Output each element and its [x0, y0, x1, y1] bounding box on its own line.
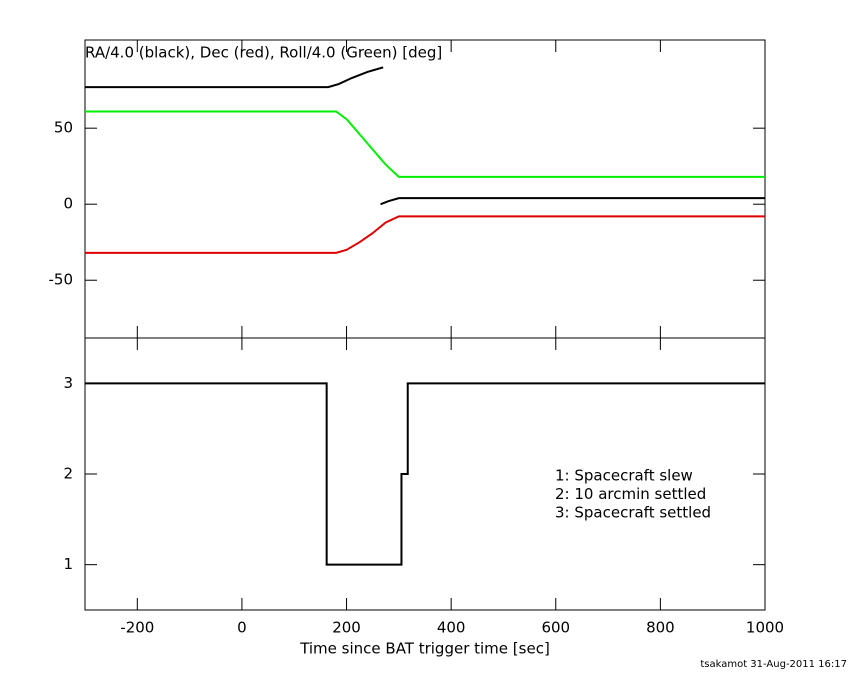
x-tick-label: 600: [541, 619, 570, 637]
chart-title: RA/4.0 (black), Dec (red), Roll/4.0 (Gre…: [85, 44, 442, 62]
x-tick-label: 0: [237, 619, 247, 637]
series-line: [380, 197, 765, 206]
x-tick-label: 400: [437, 619, 466, 637]
x-tick-label: 800: [646, 619, 675, 637]
annotation: 2: 10 arcmin settled: [555, 485, 706, 503]
annotation: 1: Spacecraft slew: [555, 467, 693, 485]
y-tick-label: 50: [54, 119, 73, 137]
y-tick-label: 1: [63, 555, 73, 573]
series-line: [85, 215, 765, 254]
y-tick-label: 0: [63, 195, 73, 213]
x-tick-label: 1000: [746, 619, 784, 637]
y-tick-label: -50: [49, 271, 74, 289]
y-tick-label: 3: [63, 374, 73, 392]
x-axis-label: Time since BAT trigger time [sec]: [299, 640, 550, 658]
footer: tsakamot 31-Aug-2011 16:17: [700, 659, 847, 670]
annotation: 3: Spacecraft settled: [555, 504, 711, 522]
series-line: [85, 66, 384, 89]
x-tick-label: 200: [332, 619, 361, 637]
series-line: [85, 110, 765, 178]
x-tick-label: -200: [120, 619, 154, 637]
y-tick-label: 2: [63, 465, 73, 483]
plot-frame: [84, 39, 766, 339]
series-line: [85, 382, 765, 566]
